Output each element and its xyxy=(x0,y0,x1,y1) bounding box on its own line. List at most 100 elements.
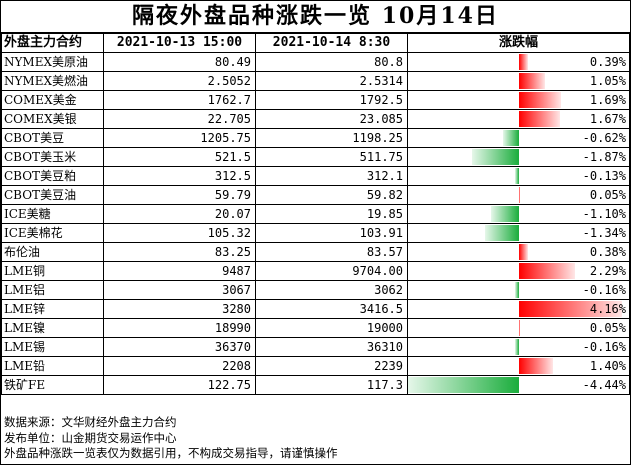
price-before: 312.5 xyxy=(103,166,256,186)
price-before: 83.25 xyxy=(103,242,256,262)
price-after: 312.1 xyxy=(255,166,408,186)
price-before: 3280 xyxy=(103,299,256,319)
table-row: ICE美糖 20.07 19.85 -1.10% xyxy=(1,204,630,224)
change-value: -0.16% xyxy=(582,283,626,297)
price-after: 1792.5 xyxy=(255,90,408,110)
notes: 数据来源：文华财经外盘主力合约 发布单位：山金期货交易运作中心 外盘品种涨跌一览… xyxy=(4,415,338,462)
price-before: 36370 xyxy=(103,337,256,357)
note-disclaimer: 外盘品种涨跌一览表仅为数据引用，不构成交易指导，请谨慎操作 xyxy=(4,446,338,460)
contract-name: CBOT美豆 xyxy=(1,128,104,148)
table-row: NYMEX美燃油 2.5052 2.5314 1.05% xyxy=(1,71,630,91)
change-cell: -1.10% xyxy=(407,204,630,224)
contract-name: LME锌 xyxy=(1,299,104,319)
report-title: 隔夜外盘品种涨跌一览 10月14日 xyxy=(1,1,630,33)
contract-name: ICE美棉花 xyxy=(1,223,104,243)
table-row: 铁矿FE 122.75 117.3 -4.44% xyxy=(1,375,630,395)
price-after: 117.3 xyxy=(255,375,408,395)
price-before: 80.49 xyxy=(103,52,256,72)
contract-name: CBOT美豆粕 xyxy=(1,166,104,186)
change-value: 1.40% xyxy=(589,359,626,373)
change-bar-positive xyxy=(518,301,623,317)
table-body: NYMEX美原油 80.49 80.8 0.39% NYMEX美燃油 2.5052 2.53… xyxy=(1,52,630,395)
change-cell: 1.40% xyxy=(407,356,630,376)
change-cell: 0.05% xyxy=(407,318,630,338)
price-after: 19000 xyxy=(255,318,408,338)
contract-name: LME锡 xyxy=(1,337,104,357)
change-cell: -1.34% xyxy=(407,223,630,243)
change-bar-positive xyxy=(518,358,554,374)
price-before: 9487 xyxy=(103,261,256,281)
price-after: 59.82 xyxy=(255,185,408,205)
change-value: 0.05% xyxy=(589,321,626,335)
contract-name: CBOT美玉米 xyxy=(1,147,104,167)
change-value: 0.39% xyxy=(589,55,626,69)
contract-name: CBOT美豆油 xyxy=(1,185,104,205)
change-cell: -1.87% xyxy=(407,147,630,167)
table-row: CBOT美豆油 59.79 59.82 0.05% xyxy=(1,185,630,205)
change-value: -1.87% xyxy=(582,150,626,164)
change-cell: -0.16% xyxy=(407,337,630,357)
change-cell: -0.62% xyxy=(407,128,630,148)
table-row: LME锡 36370 36310 -0.16% xyxy=(1,337,630,357)
table-row: CBOT美豆 1205.75 1198.25 -0.62% xyxy=(1,128,630,148)
change-value: -0.13% xyxy=(582,169,626,183)
contract-name: NYMEX美原油 xyxy=(1,52,104,72)
change-cell: -0.13% xyxy=(407,166,630,186)
change-bar-negative xyxy=(485,225,519,241)
table-row: LME铜 9487 9704.00 2.29% xyxy=(1,261,630,281)
change-bar-negative xyxy=(515,168,519,184)
table-row: LME铅 2208 2239 1.40% xyxy=(1,356,630,376)
change-value: 1.05% xyxy=(589,74,626,88)
price-before: 22.705 xyxy=(103,109,256,129)
change-value: -1.34% xyxy=(582,226,626,240)
price-after: 3416.5 xyxy=(255,299,408,319)
change-cell: 1.69% xyxy=(407,90,630,110)
change-value: 4.16% xyxy=(589,302,626,316)
table-header-row: 外盘主力合约 2021-10-13 15:00 2021-10-14 8:30 … xyxy=(1,33,630,53)
table-row: CBOT美玉米 521.5 511.75 -1.87% xyxy=(1,147,630,167)
contract-name: 铁矿FE xyxy=(1,375,104,395)
price-before: 122.75 xyxy=(103,375,256,395)
change-bar-positive xyxy=(518,73,545,89)
price-before: 59.79 xyxy=(103,185,256,205)
price-before: 2208 xyxy=(103,356,256,376)
change-value: 1.67% xyxy=(589,112,626,126)
table-row: ICE美棉花 105.32 103.91 -1.34% xyxy=(1,223,630,243)
change-cell: 0.05% xyxy=(407,185,630,205)
price-after: 83.57 xyxy=(255,242,408,262)
change-value: 1.69% xyxy=(589,93,626,107)
price-after: 80.8 xyxy=(255,52,408,72)
change-value: -1.10% xyxy=(582,207,626,221)
change-bar-negative xyxy=(408,377,519,393)
change-cell: -4.44% xyxy=(407,375,630,395)
change-bar-positive xyxy=(518,187,520,203)
price-after: 511.75 xyxy=(255,147,408,167)
note-publisher: 发布单位：山金期货交易运作中心 xyxy=(4,430,177,445)
contract-name: LME铅 xyxy=(1,356,104,376)
change-value: 2.29% xyxy=(589,264,626,278)
change-bar-negative xyxy=(503,130,519,146)
contract-name: LME铜 xyxy=(1,261,104,281)
change-value: -0.62% xyxy=(582,131,626,145)
change-value: -0.16% xyxy=(582,340,626,354)
price-before: 20.07 xyxy=(103,204,256,224)
price-before: 521.5 xyxy=(103,147,256,167)
price-before: 1205.75 xyxy=(103,128,256,148)
price-after: 3062 xyxy=(255,280,408,300)
header-price-before: 2021-10-13 15:00 xyxy=(103,33,256,53)
change-bar-positive xyxy=(518,320,520,336)
table-row: LME镍 18990 19000 0.05% xyxy=(1,318,630,338)
price-after: 9704.00 xyxy=(255,261,408,281)
contract-name: COMEX美金 xyxy=(1,90,104,110)
price-after: 19.85 xyxy=(255,204,408,224)
change-bar-negative xyxy=(491,206,519,222)
header-price-after: 2021-10-14 8:30 xyxy=(255,33,408,53)
contract-name: NYMEX美燃油 xyxy=(1,71,104,91)
change-bar-positive xyxy=(518,111,561,127)
change-bar-positive xyxy=(518,54,529,70)
change-bar-negative xyxy=(514,282,519,298)
change-bar-negative xyxy=(471,149,519,165)
price-after: 23.085 xyxy=(255,109,408,129)
change-value: 0.38% xyxy=(589,245,626,259)
